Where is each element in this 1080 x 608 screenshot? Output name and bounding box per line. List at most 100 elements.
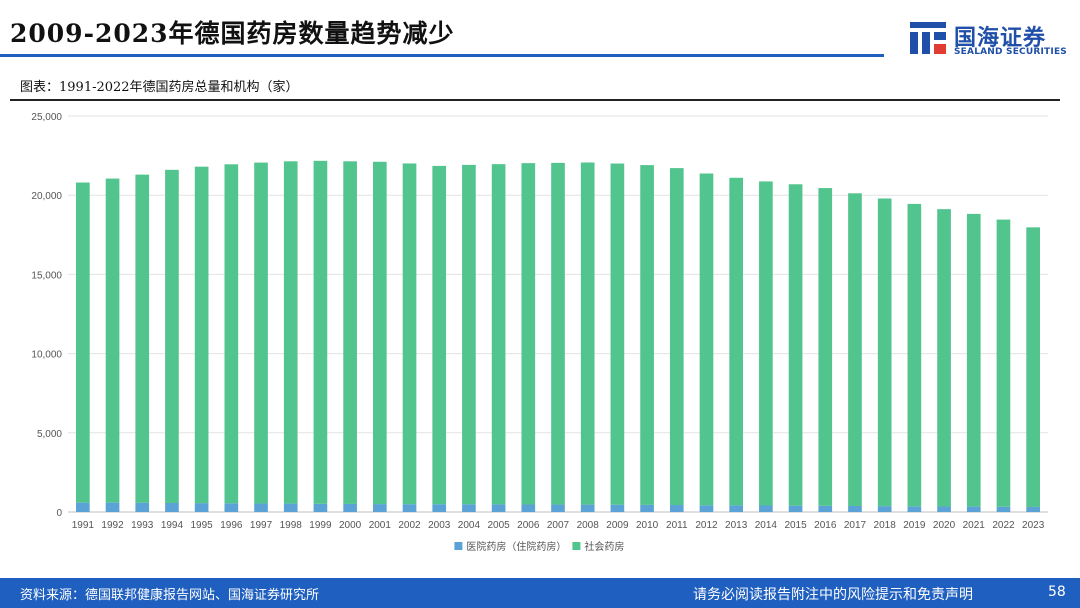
x-tick-label: 2003: [428, 520, 451, 531]
x-tick-label: 2021: [963, 520, 986, 531]
legend: 医院药房（住院药房） 社会药房: [454, 540, 624, 553]
x-tick-label: 2018: [874, 520, 897, 531]
x-tick-label: 2009: [606, 520, 629, 531]
bar: [283, 503, 298, 512]
x-tick-label: 1999: [309, 520, 332, 531]
y-tick-label: 5,000: [37, 429, 62, 440]
bar: [224, 503, 239, 512]
x-tick-label: 2002: [398, 520, 421, 531]
bar: [462, 164, 476, 505]
bar: [580, 504, 595, 512]
bar: [372, 161, 387, 505]
x-tick-label: 2017: [844, 520, 867, 531]
bar: [313, 503, 328, 512]
bar: [640, 165, 654, 505]
source-note: 资料来源：德国联邦健康报告网站、国海证券研究所: [20, 588, 320, 603]
bar: [729, 505, 744, 512]
bar: [76, 182, 90, 503]
bar: [343, 161, 357, 504]
bar: [105, 178, 120, 503]
bar: [788, 505, 803, 512]
page-number: 58: [1048, 584, 1066, 600]
x-tick-label: 2011: [666, 520, 688, 531]
x-tick-label: 2015: [784, 520, 807, 531]
x-tick-label: 2020: [933, 520, 956, 531]
x-tick-label: 2013: [725, 520, 748, 531]
bar: [877, 198, 892, 507]
bar: [135, 174, 150, 503]
bar-series: [76, 160, 1040, 512]
logo-name-en: SEALAND SECURITIES: [954, 47, 1067, 57]
x-tick-label: 2010: [636, 520, 659, 531]
bar: [402, 163, 417, 505]
bar: [877, 506, 892, 512]
bar: [788, 184, 803, 506]
bar: [818, 505, 833, 512]
x-tick-label: 2004: [458, 520, 481, 531]
bar: [848, 505, 862, 512]
bar: [254, 162, 268, 504]
x-tick-label: 2014: [755, 520, 778, 531]
bar: [462, 504, 476, 512]
bar: [907, 506, 922, 512]
bar: [551, 162, 565, 505]
x-tick-label: 2022: [992, 520, 1015, 531]
y-tick-label: 20,000: [31, 191, 62, 202]
disclaimer-note: 请务必阅读报告附注中的风险提示和免责声明: [693, 587, 973, 603]
bar: [521, 163, 536, 505]
bar: [283, 161, 298, 504]
bar: [966, 213, 981, 507]
slide-title: 2009-2023年德国药房数量趋势减少: [10, 19, 455, 48]
legend-label: 医院药房（住院药房）: [466, 540, 566, 553]
bar: [729, 177, 744, 506]
bar: [1026, 506, 1040, 512]
bar: [194, 166, 209, 504]
logo-name-cn: 国海证券: [954, 26, 1047, 51]
legend-swatch: [454, 542, 463, 550]
x-tick-label: 1997: [250, 520, 273, 531]
bar: [254, 503, 268, 512]
legend-label: 社会药房: [584, 540, 624, 553]
x-tick-label: 2007: [547, 520, 570, 531]
bar: [165, 169, 179, 503]
figure-caption: 图表：1991-2022年德国药房总量和机构（家）: [20, 80, 299, 95]
y-tick-label: 15,000: [31, 270, 62, 281]
bar: [610, 504, 625, 512]
bar: [135, 502, 150, 512]
x-tick-label: 1991: [72, 520, 95, 531]
bar: [313, 160, 328, 504]
bar: [432, 504, 447, 512]
bar: [194, 503, 209, 512]
bar: [76, 502, 90, 512]
bar: [996, 219, 1011, 507]
x-axis-tick-labels: 1991 1992 1993 1994 1995 1996 1997 1998 1999 2000…: [72, 520, 1045, 531]
bar: [818, 188, 833, 506]
bar: [937, 506, 951, 512]
bar: [848, 193, 862, 506]
bar: [432, 165, 447, 505]
bar: [759, 181, 773, 506]
x-tick-label: 2005: [487, 520, 510, 531]
bar: [759, 505, 773, 512]
y-tick-label: 10,000: [31, 350, 62, 361]
bar: [699, 173, 714, 506]
x-tick-label: 2000: [339, 520, 362, 531]
bar: [521, 504, 536, 512]
caption-rule: [10, 99, 1060, 101]
bar: [669, 505, 684, 512]
footer-bar: 资料来源：德国联邦健康报告网站、国海证券研究所 请务必阅读报告附注中的风险提示和…: [0, 578, 1080, 608]
x-tick-label: 2006: [517, 520, 540, 531]
x-tick-label: 1996: [220, 520, 243, 531]
x-tick-label: 2012: [695, 520, 718, 531]
title-rule: [0, 54, 884, 57]
x-tick-label: 1995: [191, 520, 214, 531]
y-axis-tick-labels: 0 5,000 10,000 15,000 20,000 25,000: [31, 112, 62, 519]
bar: [491, 164, 506, 505]
bar: [669, 168, 684, 506]
bar: [699, 505, 714, 512]
bar: [491, 504, 506, 512]
x-tick-label: 1992: [101, 520, 124, 531]
bar: [402, 504, 417, 512]
x-tick-label: 2008: [577, 520, 600, 531]
